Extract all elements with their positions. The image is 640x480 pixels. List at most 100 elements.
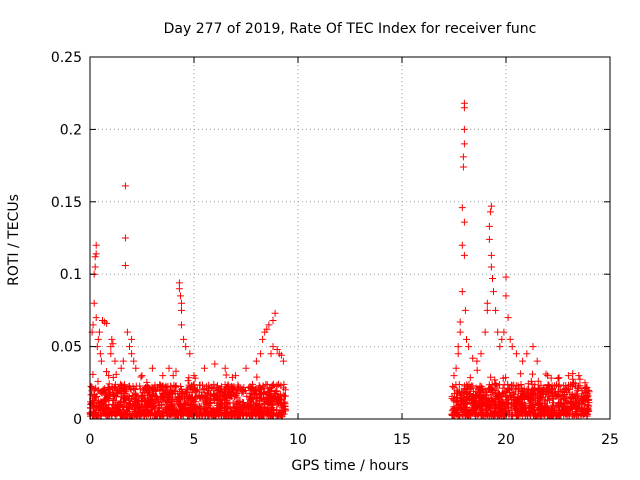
data-point [574, 385, 582, 393]
data-point [499, 390, 507, 398]
data-point [182, 343, 190, 351]
data-point [555, 391, 563, 399]
data-point [480, 391, 488, 399]
data-point [564, 407, 572, 414]
data-point [492, 380, 500, 388]
data-point [132, 364, 140, 372]
plot-frame [89, 56, 611, 420]
data-point [175, 285, 183, 293]
data-point [117, 364, 125, 372]
y-tick-label: 0.15 [51, 195, 82, 211]
data-point [517, 370, 525, 378]
data-point [140, 396, 148, 404]
x-tick-label: 20 [497, 432, 515, 448]
data-point [252, 357, 260, 365]
data-point [274, 398, 282, 406]
data-point [468, 400, 476, 408]
data-point [456, 318, 464, 326]
data-point [226, 408, 234, 416]
data-point [265, 321, 273, 329]
data-point [556, 399, 564, 407]
data-point [553, 381, 560, 389]
data-point [512, 412, 520, 420]
data-point [472, 409, 480, 417]
data-point [202, 412, 210, 420]
data-point [90, 299, 98, 307]
data-point [159, 372, 167, 380]
data-point [187, 384, 195, 392]
data-point [531, 411, 539, 419]
data-point [196, 381, 203, 389]
data-point [150, 386, 158, 394]
data-point [273, 381, 281, 389]
data-point [514, 394, 522, 401]
data-point [155, 397, 163, 405]
data-point [178, 306, 185, 314]
data-point [564, 372, 572, 380]
data-point [473, 357, 481, 365]
y-tick-label: 0 [73, 412, 82, 428]
data-point [204, 408, 212, 416]
data-point [191, 395, 199, 403]
data-point [174, 390, 182, 398]
data-point [459, 163, 467, 171]
data-point [581, 388, 589, 396]
data-point [494, 405, 502, 413]
data-point [137, 392, 145, 400]
x-axis-label: GPS time / hours [291, 458, 408, 474]
data-point [448, 392, 456, 400]
y-tick-label: 0.25 [51, 50, 82, 66]
data-point [528, 391, 536, 398]
data-point [454, 411, 462, 419]
data-point [496, 396, 503, 404]
data-point [105, 409, 113, 417]
data-point [454, 350, 462, 358]
data-point [222, 390, 230, 398]
data-point [210, 380, 218, 388]
data-point [121, 395, 129, 403]
data-point [483, 306, 491, 314]
data-point [169, 372, 177, 380]
data-point [158, 393, 166, 401]
data-point [277, 382, 285, 390]
y-tick-label: 0.1 [60, 267, 82, 283]
data-point [510, 391, 518, 399]
data-point [448, 410, 456, 418]
data-point [553, 406, 561, 414]
data-point [121, 262, 129, 269]
data-point [104, 405, 112, 413]
data-point [252, 386, 260, 394]
data-point [461, 403, 469, 411]
data-point [502, 400, 510, 408]
data-point [458, 404, 466, 412]
data-point [185, 394, 193, 402]
data-point [240, 403, 248, 411]
data-point [460, 125, 468, 133]
data-point [103, 368, 110, 376]
data-point [462, 397, 470, 404]
data-point [239, 388, 247, 396]
data-point [580, 400, 588, 408]
data-point [227, 391, 235, 399]
data-point [117, 401, 125, 409]
data-point [569, 370, 577, 378]
data-point [258, 394, 265, 402]
data-point [164, 399, 172, 407]
data-point [141, 408, 149, 416]
data-point [263, 325, 271, 333]
data-point [157, 401, 165, 409]
data-point [460, 218, 468, 226]
data-point [491, 411, 499, 419]
data-point [544, 372, 552, 380]
data-point [517, 381, 525, 388]
data-point [533, 412, 541, 420]
data-point [202, 403, 210, 411]
y-tick-label: 0.2 [60, 122, 82, 138]
data-point [248, 384, 256, 391]
data-point [164, 383, 172, 390]
data-point [142, 410, 150, 418]
data-point [584, 404, 592, 412]
data-point [571, 410, 579, 418]
data-point [254, 404, 262, 412]
data-point [269, 343, 277, 351]
